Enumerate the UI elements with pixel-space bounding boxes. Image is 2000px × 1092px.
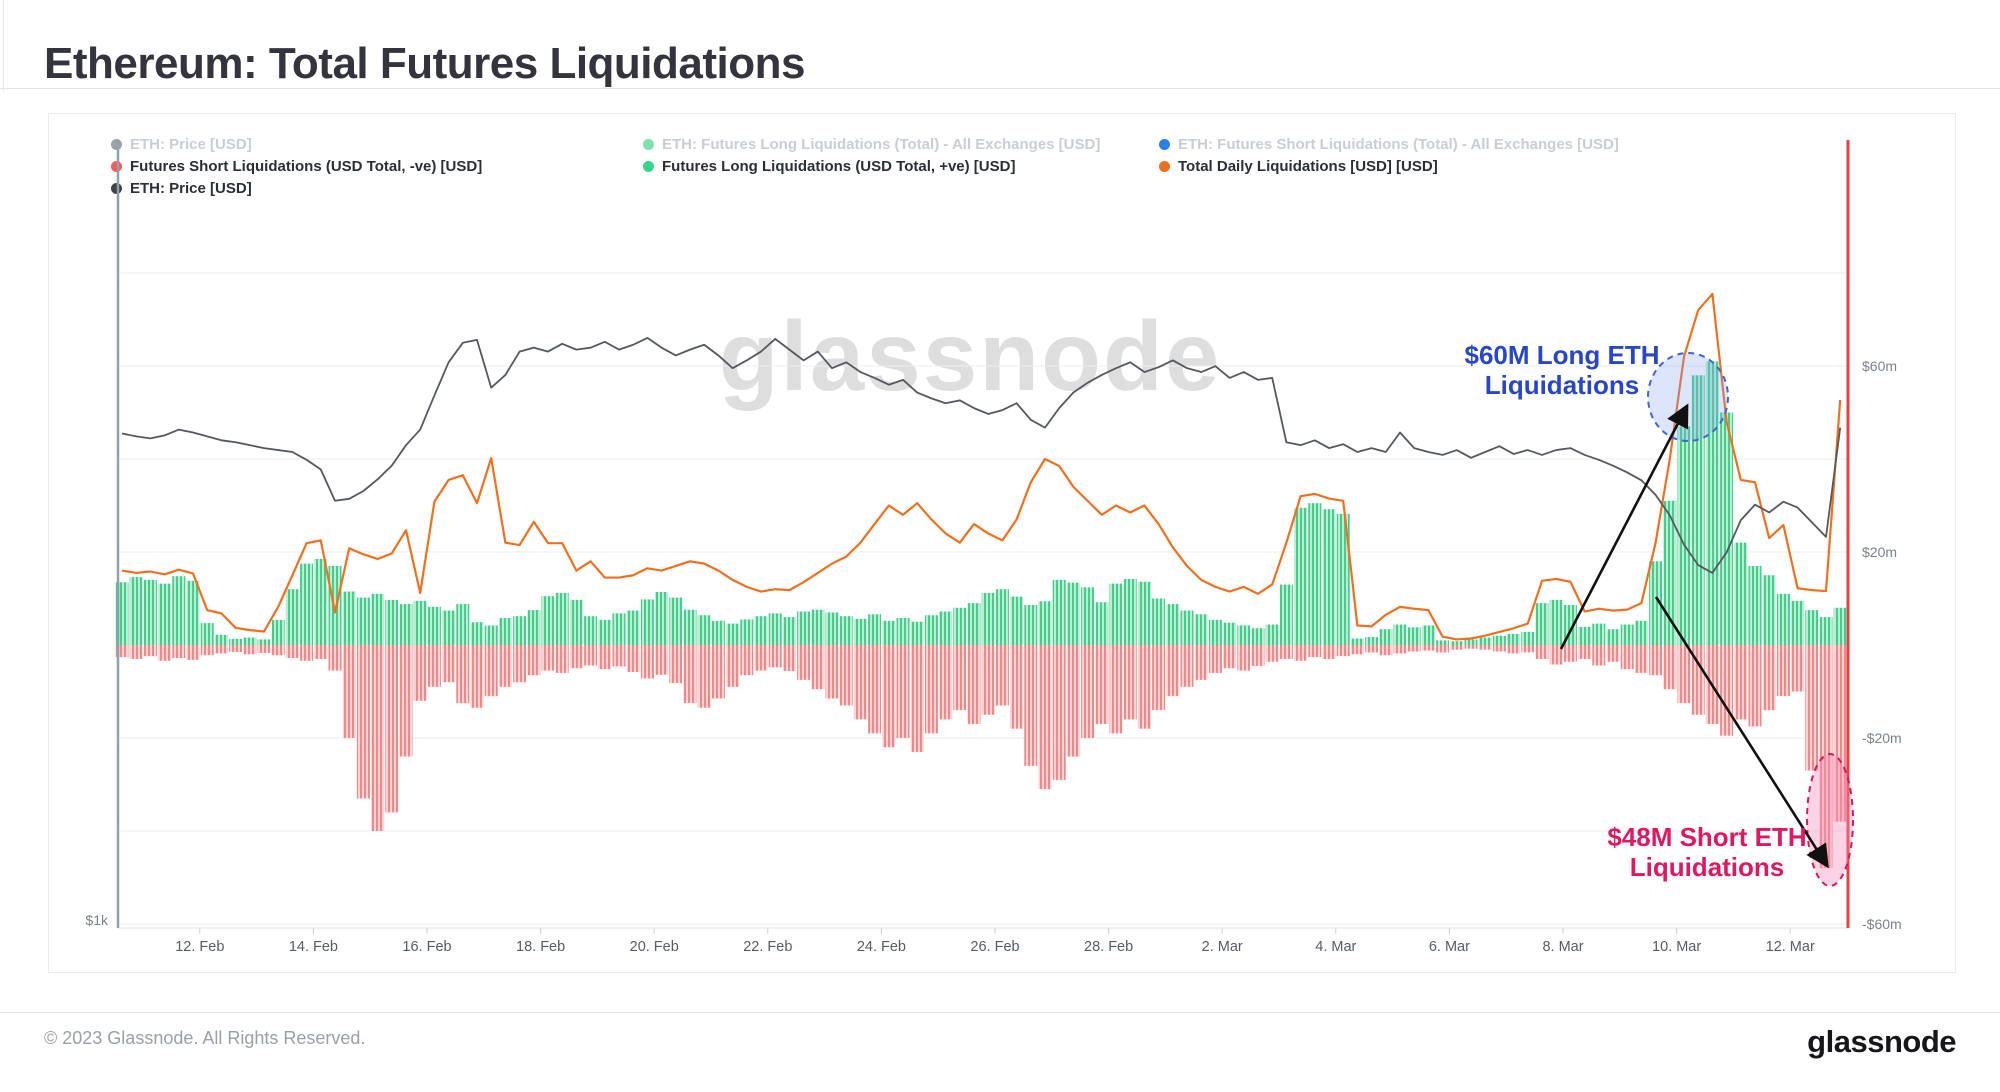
legend-column-2: ETH: Futures Long Liquidations (Total) -…: [643, 136, 1100, 175]
right-axis-tick-label: -$60m: [1862, 916, 1902, 932]
legend-item-eth-price-overlay[interactable]: ETH: Price [USD]: [111, 136, 482, 153]
legend-item-long-all-exchanges[interactable]: ETH: Futures Long Liquidations (Total) -…: [643, 136, 1100, 153]
legend-dot-red-icon: [111, 161, 122, 172]
x-axis-tick-label: 26. Feb: [970, 939, 1019, 955]
long-highlight-circle: [1647, 352, 1729, 442]
page-title: Ethereum: Total Futures Liquidations: [44, 39, 805, 89]
footer-copyright: © 2023 Glassnode. All Rights Reserved.: [44, 1028, 366, 1048]
x-axis-tick-label: 18. Feb: [516, 939, 565, 955]
right-axis-labels: $60m $20m -$20m -$60m: [1862, 358, 1902, 932]
legend-label: Total Daily Liquidations [USD] [USD]: [1178, 158, 1438, 175]
legend-dot-green-faded-icon: [643, 139, 654, 150]
legend-item-futures-long[interactable]: Futures Long Liquidations (USD Total, +v…: [643, 158, 1100, 175]
legend-label: ETH: Price [USD]: [130, 180, 252, 197]
footer-divider: [0, 1012, 2000, 1013]
legend-item-total-daily[interactable]: Total Daily Liquidations [USD] [USD]: [1159, 158, 1619, 175]
x-axis-tick-label: 14. Feb: [289, 939, 338, 955]
x-axis-tick-label: 2. Mar: [1202, 939, 1243, 955]
legend-dot-orange-icon: [1159, 161, 1170, 172]
legend-dot-gray-icon: [111, 139, 122, 150]
total-daily-liquidations-line: [121, 292, 1842, 641]
x-axis-tick-label: 28. Feb: [1084, 939, 1133, 955]
arrow-to-short-highlight: [1654, 596, 1829, 869]
legend-dot-blue-icon: [1159, 139, 1170, 150]
left-axis-tick-label: $1k: [85, 912, 109, 928]
legend-dot-green-icon: [643, 161, 654, 172]
legend-label: ETH: Futures Short Liquidations (Total) …: [1178, 136, 1619, 153]
short-highlight-ellipse: [1806, 753, 1854, 887]
legend-label: Futures Short Liquidations (USD Total, -…: [130, 158, 483, 175]
arrow-to-long-highlight: [1559, 403, 1689, 650]
x-axis-tick-label: 8. Mar: [1542, 939, 1583, 955]
right-axis-tick-label: -$20m: [1862, 730, 1902, 746]
x-axis-tick-label: 6. Mar: [1429, 939, 1470, 955]
chart-card: ETH: Price [USD] Futures Short Liquidati…: [48, 113, 1956, 973]
x-axis-tick-label: 22. Feb: [743, 939, 792, 955]
right-axis-tick-label: $20m: [1862, 544, 1897, 560]
x-axis-tick-label: 4. Mar: [1315, 939, 1356, 955]
legend-label: ETH: Price [USD]: [130, 136, 252, 153]
legend-item-eth-price[interactable]: ETH: Price [USD]: [111, 180, 482, 197]
x-axis-tick-label: 12. Feb: [175, 939, 224, 955]
legend-label: Futures Long Liquidations (USD Total, +v…: [662, 158, 1016, 175]
x-axis-tick-label: 12. Mar: [1766, 939, 1815, 955]
glassnode-logo[interactable]: glassnode: [1807, 1024, 1956, 1059]
legend-item-futures-short[interactable]: Futures Short Liquidations (USD Total, -…: [111, 158, 482, 175]
legend-dot-dark-icon: [111, 183, 122, 194]
legend-label: ETH: Futures Long Liquidations (Total) -…: [662, 136, 1101, 153]
header-divider: [0, 88, 2000, 89]
x-axis-labels: 12. Feb 14. Feb 16. Feb 18. Feb 20. Feb 22. F…: [175, 928, 1815, 955]
x-axis-tick-label: 24. Feb: [857, 939, 906, 955]
legend-item-short-all-exchanges[interactable]: ETH: Futures Short Liquidations (Total) …: [1159, 136, 1619, 153]
x-axis-tick-label: 16. Feb: [402, 939, 451, 955]
eth-price-line: [121, 337, 1842, 574]
x-axis-tick-label: 10. Mar: [1652, 939, 1701, 955]
legend-column-3: ETH: Futures Short Liquidations (Total) …: [1159, 136, 1619, 175]
right-axis-tick-label: $60m: [1862, 358, 1897, 374]
short-liquidation-bars: [115, 645, 1847, 869]
legend-column-1: ETH: Price [USD] Futures Short Liquidati…: [111, 136, 482, 197]
x-axis-tick-label: 20. Feb: [630, 939, 679, 955]
long-liquidation-bars: [115, 361, 1847, 645]
